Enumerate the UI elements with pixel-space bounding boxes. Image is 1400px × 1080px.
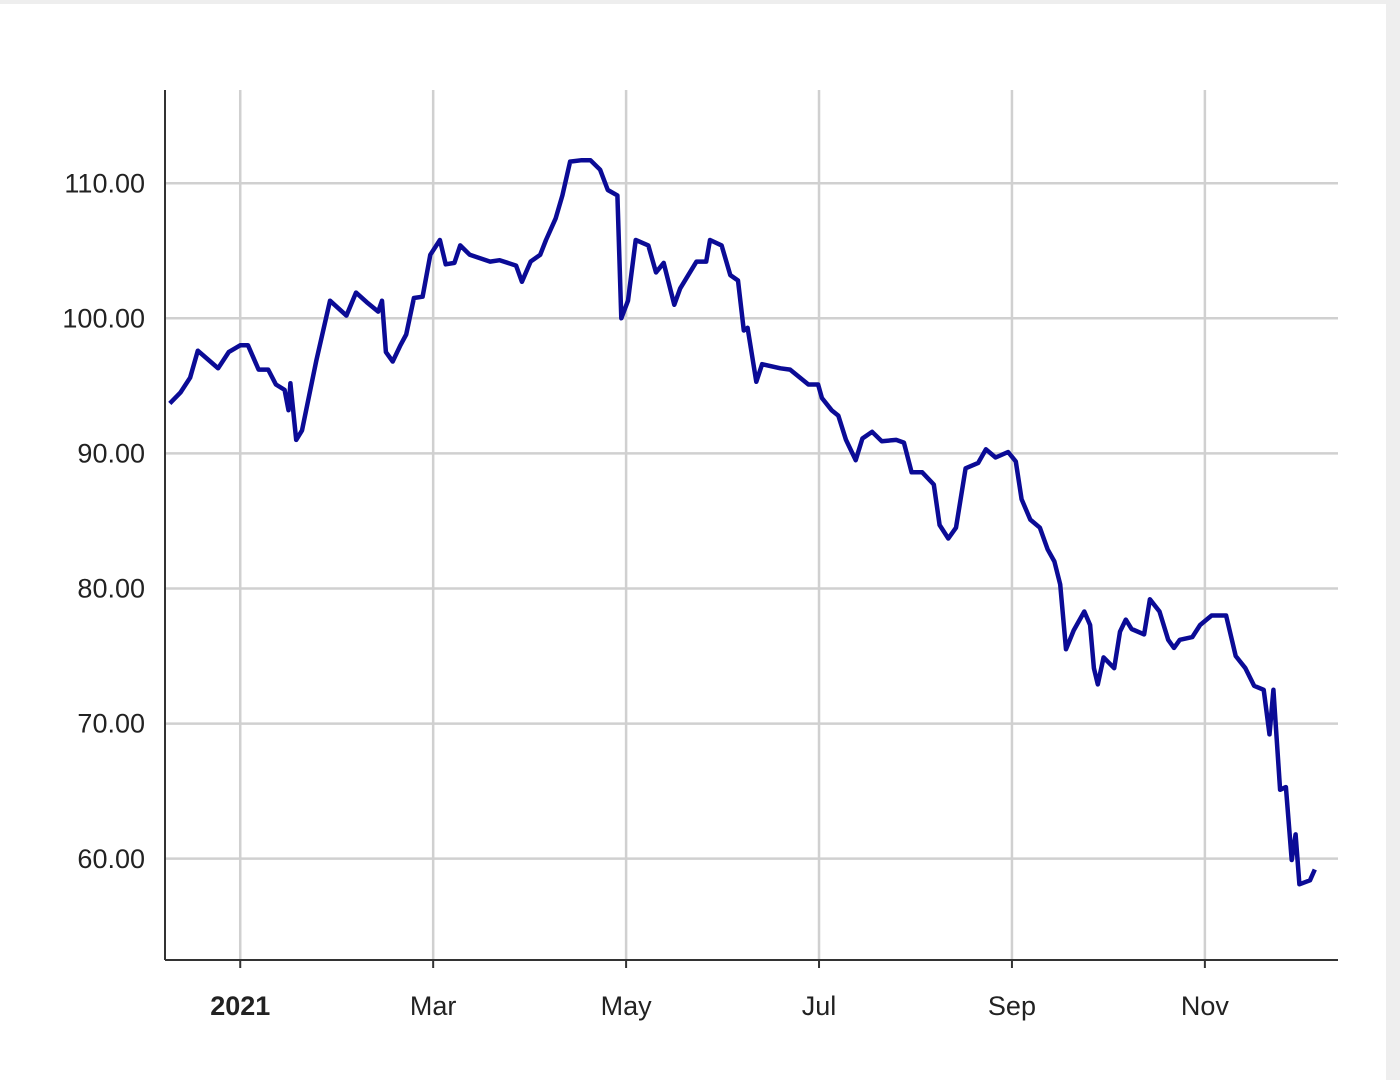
y-tick-label: 90.00 [77, 439, 145, 469]
chart-background [0, 4, 1386, 1080]
x-tick-label: Nov [1181, 991, 1230, 1021]
y-tick-label: 100.00 [62, 303, 145, 333]
x-tick-label: May [601, 991, 653, 1021]
x-tick-label: Mar [410, 991, 457, 1021]
x-tick-label: 2021 [210, 991, 270, 1021]
y-tick-label: 70.00 [77, 709, 145, 739]
y-tick-label: 80.00 [77, 574, 145, 604]
x-tick-label: Sep [988, 991, 1036, 1021]
y-tick-label: 60.00 [77, 844, 145, 874]
price-line [168, 157, 1317, 887]
x-tick-label: Jul [802, 991, 837, 1021]
y-tick-label: 110.00 [64, 168, 145, 198]
